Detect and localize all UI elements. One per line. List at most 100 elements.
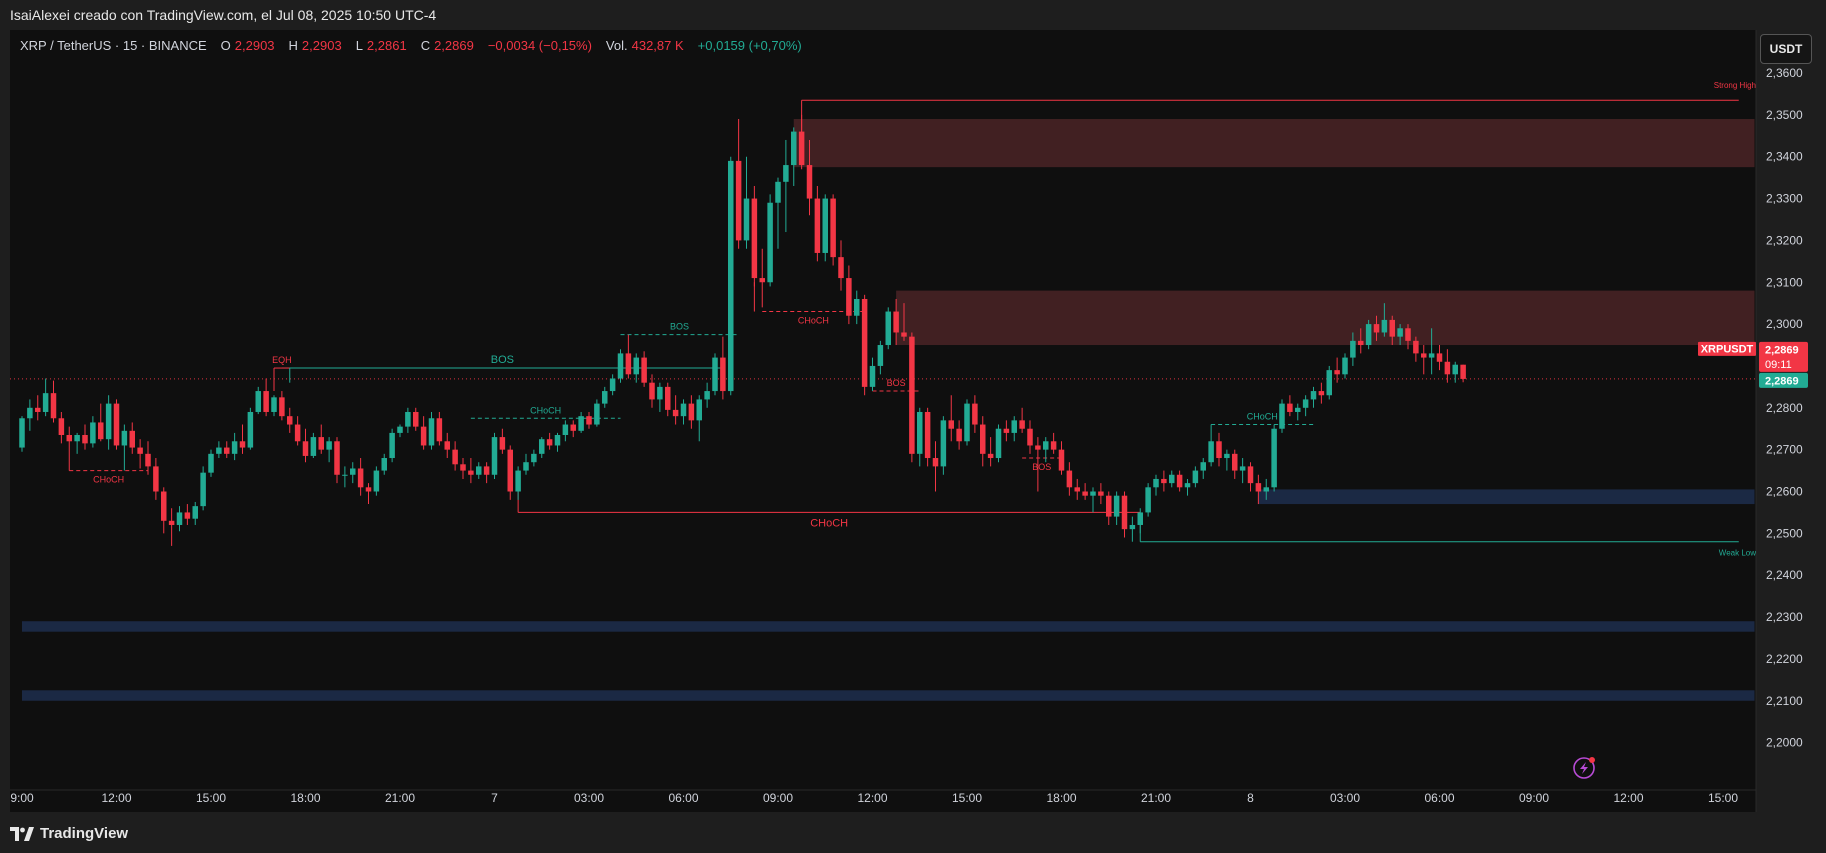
candle-body: [74, 435, 80, 442]
candle: [200, 466, 206, 511]
candle-body: [704, 391, 710, 400]
candle: [893, 298, 899, 346]
candle: [129, 422, 135, 454]
candle-body: [657, 386, 663, 400]
candle-body: [980, 424, 986, 454]
candle-body: [121, 430, 128, 446]
candle: [491, 432, 498, 479]
flash-icon[interactable]: [1573, 757, 1595, 779]
symbol-title[interactable]: XRP / TetherUS · 15 · BINANCE: [20, 38, 207, 53]
candle-body: [137, 447, 143, 454]
candle: [318, 424, 324, 454]
candle: [1350, 332, 1356, 366]
candle: [964, 399, 970, 446]
candle: [98, 403, 104, 442]
candle: [153, 458, 159, 500]
candle-body: [1263, 487, 1269, 492]
close-price-tag: 2,2869: [1765, 375, 1799, 387]
candle-body: [507, 449, 513, 492]
time-tick-label: 03:00: [574, 791, 604, 805]
candle: [641, 351, 647, 387]
candle-body: [1318, 391, 1325, 396]
candle: [1153, 474, 1159, 496]
candle: [42, 378, 49, 417]
candle-body: [1310, 391, 1317, 400]
candle: [255, 386, 261, 415]
price-tick-label: 2,3400: [1766, 150, 1803, 164]
candle: [814, 185, 821, 262]
candle-body: [901, 332, 907, 337]
candle: [121, 424, 128, 471]
candle: [302, 428, 309, 463]
last-price-box: [1759, 341, 1808, 372]
candle-body: [1050, 441, 1057, 450]
structure-label: EQH: [272, 355, 292, 365]
candle-body: [483, 466, 490, 475]
candle-body: [546, 439, 553, 446]
candle: [1365, 319, 1372, 350]
candle-body: [602, 391, 608, 404]
candle-body: [806, 165, 813, 199]
candle: [1295, 403, 1301, 421]
time-tick-label: 09:00: [1519, 791, 1549, 805]
candle: [231, 432, 238, 461]
time-tick-label: 12:00: [1613, 791, 1643, 805]
candle: [1176, 470, 1183, 492]
candle-body: [877, 345, 884, 366]
candle-body: [413, 411, 419, 427]
candle: [365, 483, 372, 505]
candle-body: [381, 458, 387, 471]
candle-body: [861, 298, 868, 387]
structure-label: CHoCH: [810, 517, 848, 529]
structure-label: CHoCH: [93, 475, 124, 485]
candle: [743, 156, 750, 249]
supply-zone: [896, 290, 1755, 346]
candle-body: [168, 520, 175, 525]
candle: [1224, 449, 1230, 471]
candle-body: [1232, 453, 1238, 471]
candle: [1169, 470, 1175, 488]
candle-body: [113, 403, 120, 446]
countdown-tag: 09:11: [1765, 359, 1792, 371]
candle-body: [1365, 324, 1372, 346]
candle: [389, 428, 395, 463]
candle: [1129, 516, 1136, 542]
structure-label: CHoCH: [798, 316, 829, 326]
candle-body: [397, 426, 403, 433]
candle-body: [224, 447, 230, 454]
candle: [531, 449, 537, 467]
candle-body: [932, 458, 939, 467]
candle-body: [1066, 470, 1073, 488]
candle-body: [476, 466, 482, 475]
high-value: 2,2903: [301, 38, 342, 53]
candle: [617, 349, 624, 383]
candle-body: [200, 472, 206, 507]
candle-body: [145, 453, 151, 467]
candle: [602, 386, 608, 408]
candle: [539, 437, 545, 459]
currency-button[interactable]: USDT: [1760, 34, 1812, 64]
candle-body: [1413, 340, 1419, 354]
candle-body: [924, 411, 931, 459]
candle: [350, 462, 356, 484]
candle: [239, 424, 246, 454]
candle: [649, 374, 655, 408]
candle: [263, 378, 269, 417]
candle-body: [1421, 353, 1427, 358]
candle-body: [523, 462, 529, 471]
time-tick-label: 15:00: [1708, 791, 1738, 805]
candle-body: [373, 470, 380, 492]
candle-body: [287, 416, 293, 425]
candle-body: [1043, 441, 1049, 450]
price-tick-label: 2,2100: [1766, 694, 1803, 708]
structure-label: BOS: [1032, 462, 1051, 472]
price-axis: 2,3600 2,3500 2,3400 2,3300 2,3200 2,3100 2,30…: [1766, 66, 1803, 750]
candle-body: [1397, 328, 1403, 337]
candle: [105, 395, 112, 450]
candle-body: [1145, 487, 1151, 513]
price-tick-label: 2,3500: [1766, 108, 1803, 122]
candle-body: [389, 432, 395, 459]
price-tick-label: 2,2600: [1766, 485, 1803, 499]
tradingview-brand[interactable]: TradingView: [10, 825, 128, 842]
